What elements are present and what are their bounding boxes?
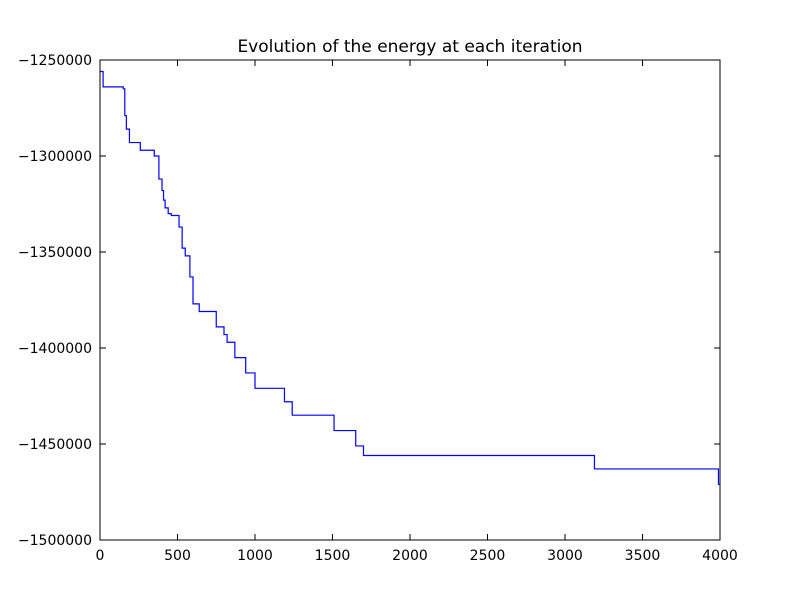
x-tick-label: 2500 — [470, 548, 506, 564]
y-tick-label: −1450000 — [18, 437, 92, 453]
y-tick-label: −1400000 — [18, 341, 92, 357]
x-tick-label: 3500 — [625, 548, 661, 564]
y-tick-label: −1250000 — [18, 53, 92, 69]
x-tick-label: 3000 — [547, 548, 583, 564]
chart-title: Evolution of the energy at each iteratio… — [237, 37, 582, 57]
energy-series-line — [100, 70, 720, 485]
plot-area — [100, 70, 720, 485]
x-tick-label: 500 — [164, 548, 191, 564]
axis-ticks: 0 500 1000 1500 2000 2500 3000 3500 4000 −1250000… — [18, 53, 738, 564]
y-tick-label: −1350000 — [18, 245, 92, 261]
y-tick-label: −1300000 — [18, 149, 92, 165]
x-tick-label: 1500 — [315, 548, 351, 564]
y-tick-label: −1500000 — [18, 533, 92, 549]
axes-frame — [99, 59, 721, 541]
x-tick-label: 0 — [96, 548, 105, 564]
x-tick-label: 2000 — [392, 548, 428, 564]
x-tick-label: 4000 — [702, 548, 738, 564]
x-tick-label: 1000 — [237, 548, 273, 564]
